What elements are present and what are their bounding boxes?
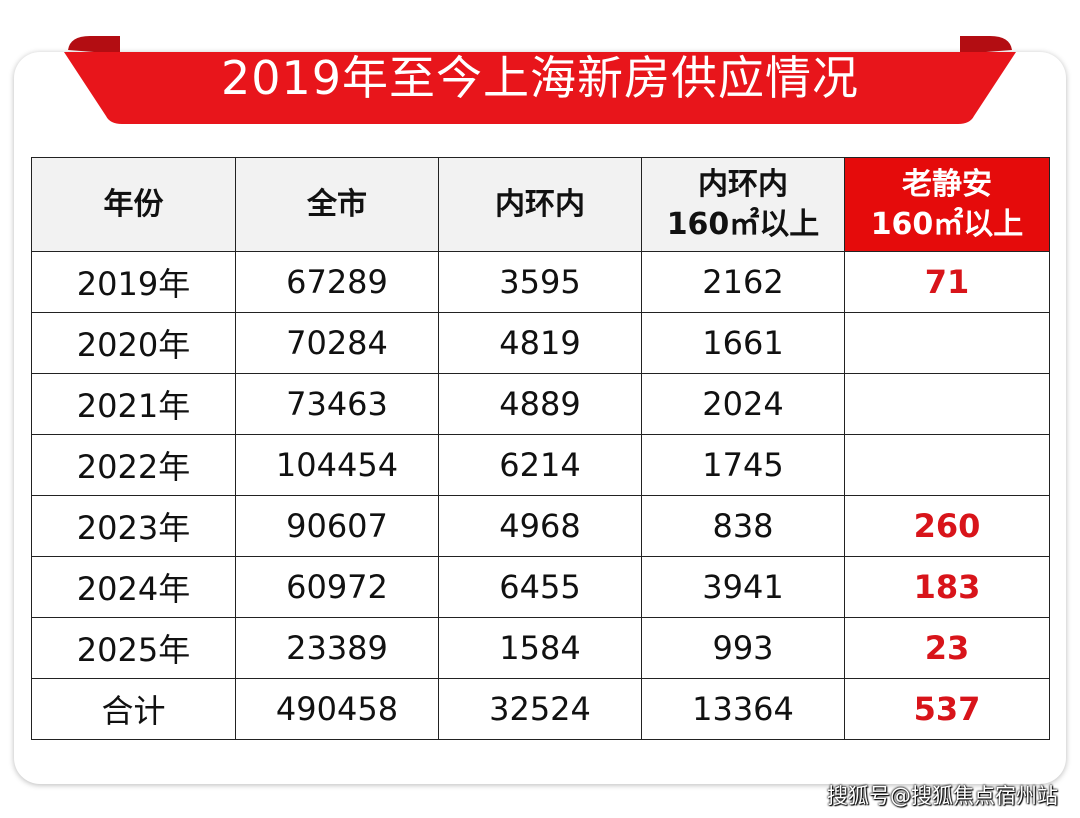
table-total-row: 合计 490458 32524 13364 537 bbox=[31, 678, 1050, 740]
cell-inner-ring: 4819 bbox=[438, 312, 642, 374]
cell-citywide: 23389 bbox=[235, 617, 439, 679]
table-header-row: 年份 全市 内环内 内环内 160㎡以上 老静安 160㎡以上 bbox=[31, 157, 1050, 252]
cell-inner-ring: 3595 bbox=[438, 251, 642, 313]
cell-year: 2020年 bbox=[31, 312, 236, 374]
cell-year: 2019年 bbox=[31, 251, 236, 313]
cell-old-jingan-160 bbox=[844, 373, 1050, 435]
cell-inner-ring: 1584 bbox=[438, 617, 642, 679]
cell-old-jingan-160: 71 bbox=[844, 251, 1050, 313]
cell-inner-ring-160: 13364 bbox=[641, 678, 845, 740]
page-title: 2019年至今上海新房供应情况 bbox=[220, 51, 860, 105]
header-citywide: 全市 bbox=[235, 157, 439, 252]
supply-table: 年份 全市 内环内 内环内 160㎡以上 老静安 160㎡以上 2019年 6728… bbox=[31, 157, 1050, 740]
table-row: 2021年 73463 4889 2024 bbox=[31, 373, 1050, 435]
cell-citywide: 60972 bbox=[235, 556, 439, 618]
cell-old-jingan-160: 23 bbox=[844, 617, 1050, 679]
cell-citywide: 70284 bbox=[235, 312, 439, 374]
cell-old-jingan-160: 260 bbox=[844, 495, 1050, 557]
cell-old-jingan-160 bbox=[844, 434, 1050, 496]
cell-inner-ring: 6214 bbox=[438, 434, 642, 496]
table-row: 2023年 90607 4968 838 260 bbox=[31, 495, 1050, 557]
table-row: 2022年 104454 6214 1745 bbox=[31, 434, 1050, 496]
table-row: 2025年 23389 1584 993 23 bbox=[31, 617, 1050, 679]
header-year: 年份 bbox=[31, 157, 236, 252]
cell-inner-ring-160: 2162 bbox=[641, 251, 845, 313]
cell-inner-ring-160: 1745 bbox=[641, 434, 845, 496]
header-old-jingan-160: 老静安 160㎡以上 bbox=[844, 157, 1050, 252]
cell-year: 2022年 bbox=[31, 434, 236, 496]
cell-inner-ring: 6455 bbox=[438, 556, 642, 618]
cell-year: 2023年 bbox=[31, 495, 236, 557]
cell-citywide: 490458 bbox=[235, 678, 439, 740]
cell-citywide: 90607 bbox=[235, 495, 439, 557]
table-row: 2020年 70284 4819 1661 bbox=[31, 312, 1050, 374]
cell-year: 2024年 bbox=[31, 556, 236, 618]
cell-inner-ring-160: 838 bbox=[641, 495, 845, 557]
cell-inner-ring-160: 1661 bbox=[641, 312, 845, 374]
cell-inner-ring: 32524 bbox=[438, 678, 642, 740]
cell-inner-ring-160: 2024 bbox=[641, 373, 845, 435]
cell-citywide: 104454 bbox=[235, 434, 439, 496]
banner-ribbon-shape bbox=[64, 36, 1016, 124]
watermark: 搜狐号@搜狐焦点宿州站 bbox=[827, 784, 1058, 808]
cell-inner-ring: 4968 bbox=[438, 495, 642, 557]
cell-year: 2021年 bbox=[31, 373, 236, 435]
table-row: 2019年 67289 3595 2162 71 bbox=[31, 251, 1050, 313]
cell-inner-ring-160: 993 bbox=[641, 617, 845, 679]
cell-old-jingan-160: 537 bbox=[844, 678, 1050, 740]
title-banner: 2019年至今上海新房供应情况 bbox=[60, 32, 1020, 124]
header-inner-ring: 内环内 bbox=[438, 157, 642, 252]
cell-old-jingan-160: 183 bbox=[844, 556, 1050, 618]
table-row: 2024年 60972 6455 3941 183 bbox=[31, 556, 1050, 618]
cell-inner-ring-160: 3941 bbox=[641, 556, 845, 618]
header-inner-ring-160: 内环内 160㎡以上 bbox=[641, 157, 845, 252]
cell-year: 2025年 bbox=[31, 617, 236, 679]
cell-year: 合计 bbox=[31, 678, 236, 740]
cell-inner-ring: 4889 bbox=[438, 373, 642, 435]
cell-citywide: 67289 bbox=[235, 251, 439, 313]
cell-citywide: 73463 bbox=[235, 373, 439, 435]
cell-old-jingan-160 bbox=[844, 312, 1050, 374]
